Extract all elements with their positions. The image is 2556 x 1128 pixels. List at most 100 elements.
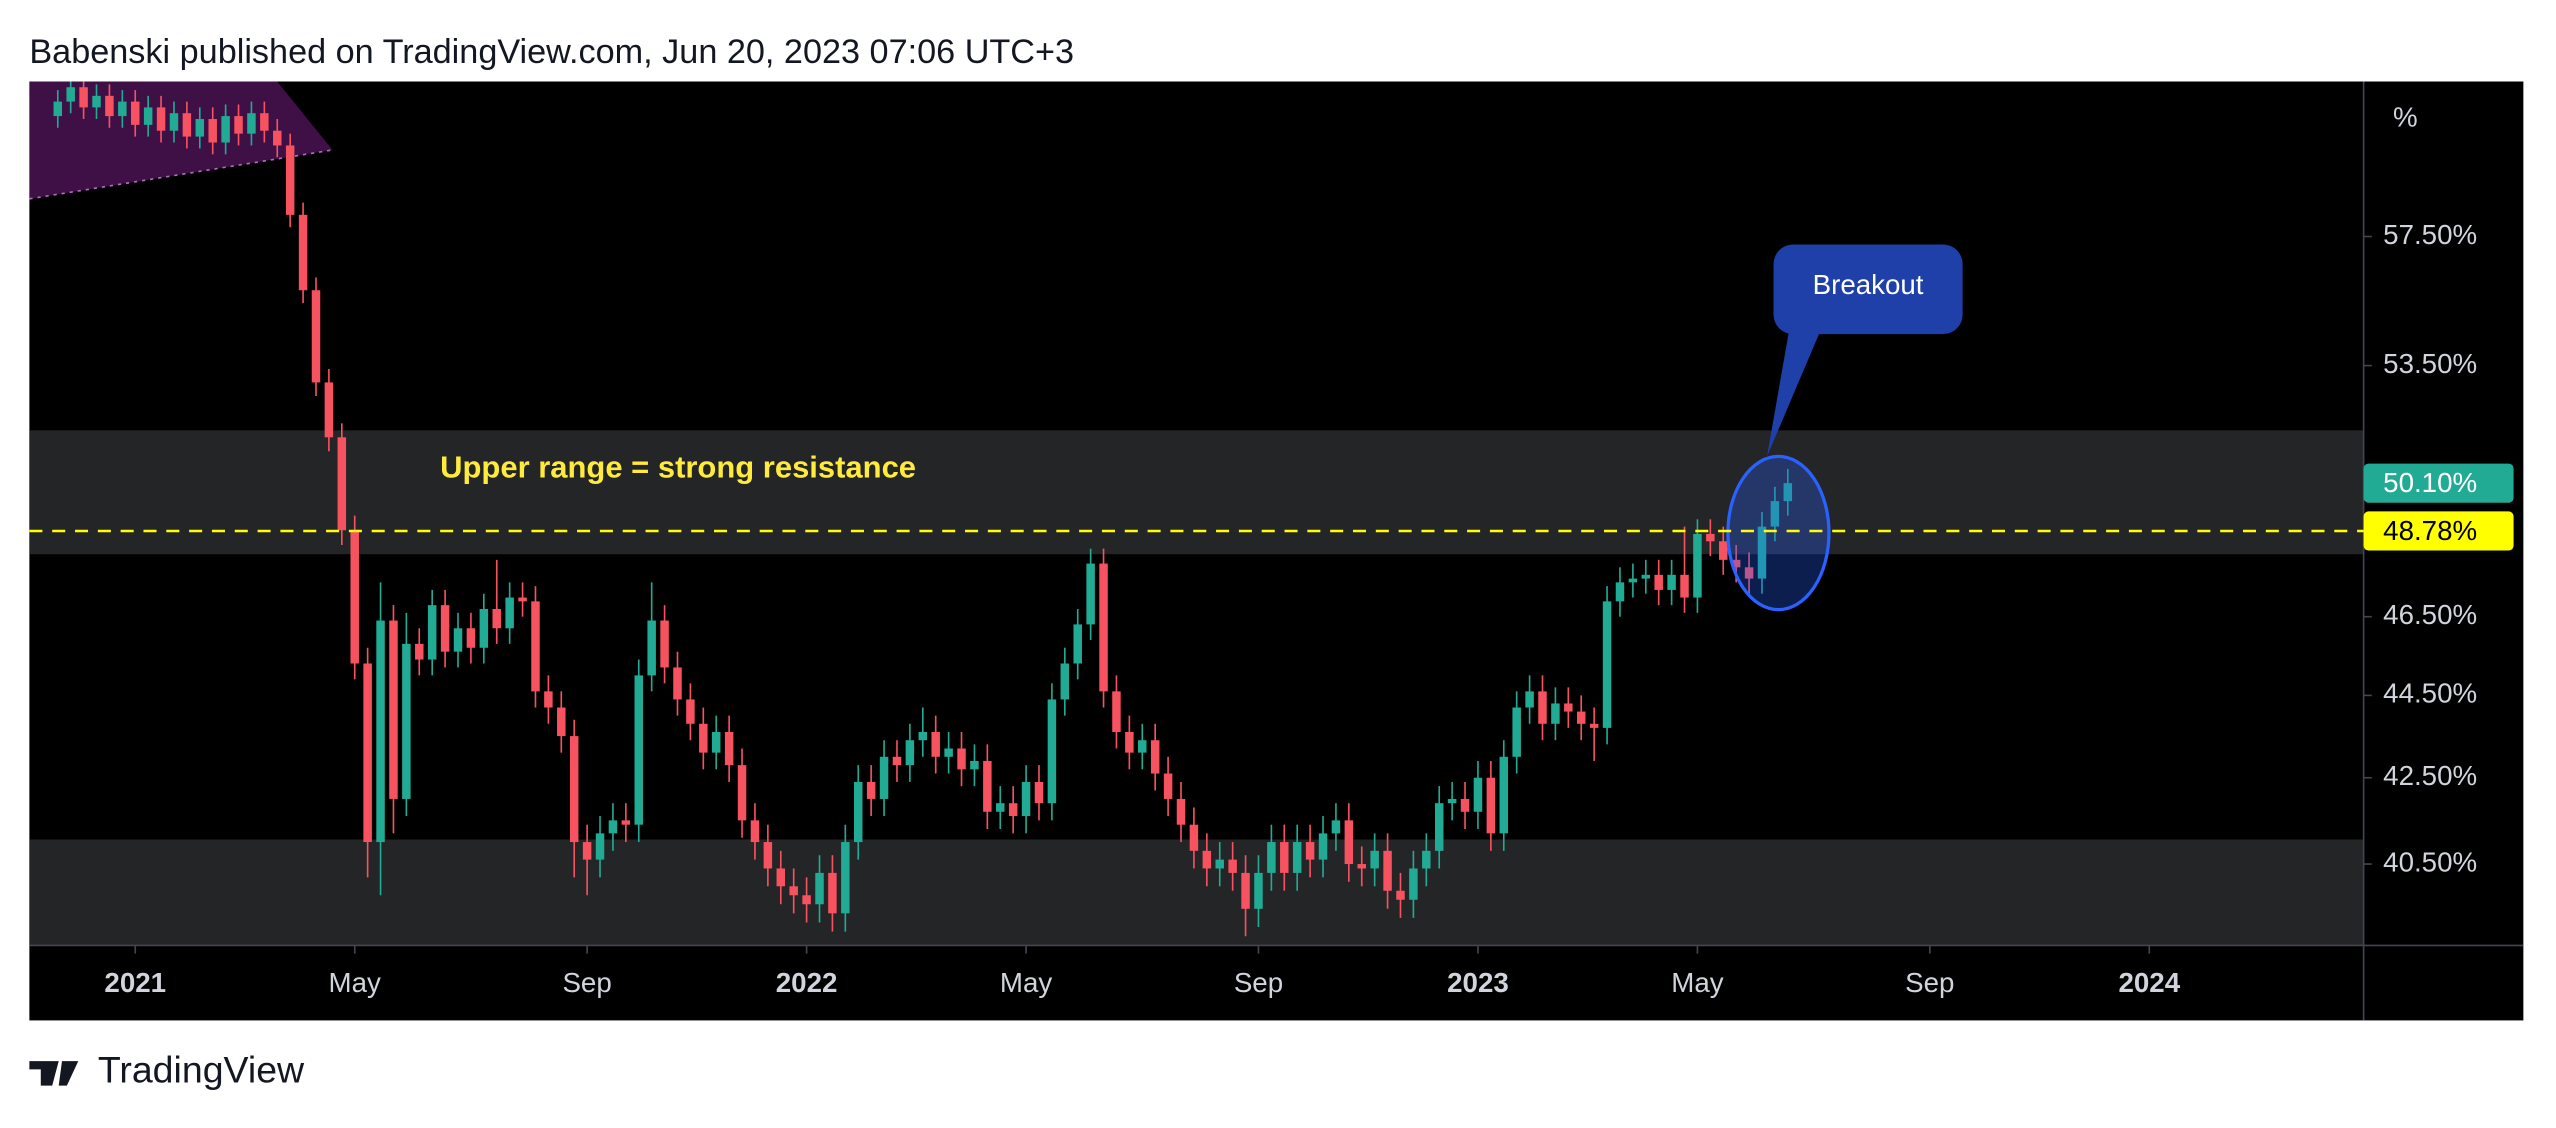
candle-body	[983, 760, 992, 812]
candle-body	[1112, 691, 1121, 732]
candle-body	[1241, 872, 1250, 909]
candle-body	[1099, 563, 1108, 692]
highlight-ellipse	[1726, 454, 1831, 612]
candle-body	[285, 145, 295, 215]
candle-body	[531, 601, 540, 692]
candle-body	[1447, 798, 1457, 804]
price-tag-label: 48.78%	[2383, 515, 2477, 546]
candle-body	[92, 95, 101, 108]
candle-body	[621, 820, 631, 825]
annotation: Upper range = strong resistance	[440, 450, 916, 485]
candle-body	[1086, 563, 1095, 625]
candle-body	[415, 643, 424, 660]
candle-body	[1331, 820, 1341, 834]
y-tick-label: 57.50%	[2383, 219, 2477, 250]
y-tick-label: 53.50%	[2383, 348, 2477, 379]
triangle-drawing	[29, 81, 333, 199]
candle-body	[1434, 803, 1444, 851]
candle-body	[841, 842, 850, 914]
candle-body	[1473, 777, 1483, 812]
candle-body	[892, 756, 902, 766]
candle-body	[1034, 781, 1044, 804]
candle-body	[828, 872, 837, 914]
candle-body	[79, 87, 88, 108]
candle-body	[1280, 842, 1289, 873]
candle-body	[1138, 740, 1147, 753]
candle-body	[699, 723, 708, 753]
candle-body	[1357, 864, 1366, 869]
x-tick-label: 2024	[2118, 967, 2180, 998]
candle-body	[660, 620, 669, 668]
candle-body	[1267, 842, 1276, 873]
candle-body	[1512, 707, 1521, 757]
triangle-edge	[29, 149, 333, 200]
candle-body	[402, 643, 411, 799]
candle-body	[337, 437, 347, 531]
x-tick-label: Sep	[562, 967, 611, 998]
candle-body	[182, 113, 192, 137]
x-tick-label: Sep	[1905, 967, 1954, 998]
candle-body	[260, 113, 269, 131]
candle-body	[686, 699, 695, 724]
candle-body	[1757, 526, 1767, 579]
candle-body	[1706, 533, 1715, 542]
candle-body	[1305, 842, 1315, 860]
candle-body	[854, 781, 863, 843]
candle-body	[376, 620, 385, 843]
candle-body	[1460, 798, 1470, 812]
y-unit: %	[2393, 101, 2418, 132]
candle-body	[350, 530, 359, 664]
candle-body	[1589, 723, 1599, 728]
candle-body	[1628, 578, 1638, 583]
candle-body	[557, 707, 566, 737]
candle-body	[221, 116, 230, 143]
candle-body	[363, 663, 372, 843]
candle-body	[1318, 833, 1328, 860]
y-tick-label: 42.50%	[2383, 760, 2477, 791]
candle-body	[595, 833, 605, 860]
candle-body	[879, 756, 889, 799]
y-tick-label: 40.50%	[2383, 846, 2477, 877]
candle-body	[1525, 691, 1534, 708]
header: Babenski published on TradingView.com, J…	[29, 33, 1074, 71]
candle-body	[324, 382, 334, 438]
candle-body	[569, 736, 579, 843]
candle-body	[1189, 824, 1199, 851]
candle-body	[131, 101, 140, 125]
candle-body	[1292, 842, 1302, 873]
candle-body	[918, 731, 928, 741]
candle-body	[1576, 711, 1586, 724]
candle-body	[634, 675, 643, 825]
candle-body	[466, 628, 476, 648]
candle-body	[1073, 624, 1082, 664]
resistance-zone	[29, 430, 2364, 555]
candle-body	[518, 597, 527, 602]
candle-body	[957, 748, 966, 770]
candle-body	[970, 760, 979, 770]
candle-body	[750, 820, 760, 843]
x-tick-label: May	[1671, 967, 1723, 998]
callout-box	[1773, 244, 1963, 335]
candle-body	[1422, 850, 1431, 869]
candle-body	[440, 605, 450, 652]
candle-body	[815, 872, 824, 905]
x-tick-label: 2022	[776, 967, 838, 998]
candle-body	[389, 620, 398, 799]
candle-body	[273, 130, 282, 146]
candle-body	[1254, 872, 1263, 909]
candle-body	[673, 667, 682, 700]
x-tick-label: 2021	[104, 967, 166, 998]
candle-body	[1370, 850, 1379, 869]
candle-body	[298, 214, 308, 291]
candle-body	[1731, 559, 1741, 568]
footer: TradingView	[98, 1048, 305, 1090]
candle-body	[453, 628, 463, 652]
candle-body	[1667, 574, 1676, 590]
candle-body	[1486, 777, 1496, 834]
candle-body	[1538, 691, 1547, 724]
candle-body	[1202, 850, 1212, 869]
candle-body	[1150, 740, 1160, 774]
candle-body	[156, 107, 166, 131]
